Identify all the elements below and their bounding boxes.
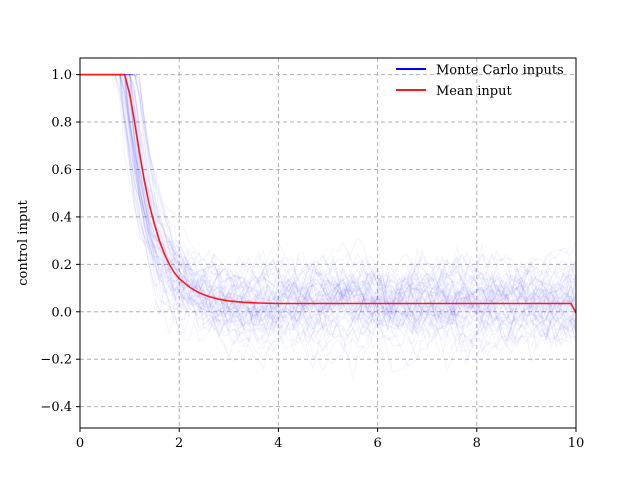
monte-carlo-line [80,74,576,354]
monte-carlo-line [80,74,576,345]
monte-carlo-line [80,74,576,352]
monte-carlo-line [80,74,576,334]
x-tick-label: 2 [175,436,183,451]
grid [80,58,576,428]
monte-carlo-line [80,74,576,339]
y-ticks: 1.0 0.8 0.6 0.4 0.2 0.0 −0.2 −0.4 [40,68,80,415]
monte-carlo-line [80,74,576,327]
x-tick-label: 0 [76,436,84,451]
legend-label-monte-carlo: Monte Carlo inputs [436,63,564,78]
y-tick-label: 0.2 [51,258,72,273]
monte-carlo-line [80,74,576,342]
y-tick-label: 0.0 [51,305,72,320]
legend: Monte Carlo inputs Mean input [396,63,564,99]
monte-carlo-line [80,74,576,340]
monte-carlo-line [80,74,576,336]
monte-carlo-line [80,74,576,354]
y-tick-label: 0.8 [51,116,72,131]
x-tick-label: 4 [274,436,282,451]
x-ticks: 0 2 4 6 8 10 [76,428,584,451]
monte-carlo-line [80,74,576,360]
y-tick-label: 1.0 [51,68,72,83]
monte-carlo-line [80,74,576,317]
monte-carlo-line [80,74,576,352]
monte-carlo-line [80,74,576,339]
y-axis-label: control input [16,199,31,285]
y-tick-label: 0.4 [51,210,72,225]
monte-carlo-line [80,74,576,350]
monte-carlo-line [80,74,576,371]
y-tick-label: 0.6 [51,163,72,178]
monte-carlo-line [80,74,576,321]
monte-carlo-line [80,74,576,360]
monte-carlo-line [80,74,576,338]
monte-carlo-line [80,74,576,354]
monte-carlo-line [80,74,576,321]
monte-carlo-line [80,74,576,349]
monte-carlo-line [80,74,576,380]
monte-carlo-line [80,74,576,331]
monte-carlo-line [80,74,576,327]
monte-carlo-line [80,74,576,339]
monte-carlo-line [80,74,576,362]
legend-label-mean: Mean input [436,84,512,99]
y-tick-label: −0.4 [40,400,72,415]
x-tick-label: 8 [473,436,481,451]
monte-carlo-line [80,74,576,333]
monte-carlo-line [80,74,576,360]
monte-carlo-line [80,74,576,341]
monte-carlo-line [80,74,576,350]
monte-carlo-line [80,74,576,334]
plot-frame [79,57,577,429]
monte-carlo-line [80,74,576,371]
monte-carlo-line [80,74,576,350]
monte-carlo-line [80,74,576,345]
monte-carlo-lines [80,74,576,380]
monte-carlo-line [80,74,576,364]
monte-carlo-line [80,74,576,359]
monte-carlo-line [80,74,576,358]
monte-carlo-line [80,74,576,337]
monte-carlo-line [80,74,576,365]
monte-carlo-line [80,74,576,347]
monte-carlo-line [80,74,576,366]
monte-carlo-line [80,74,576,344]
monte-carlo-line [80,74,576,329]
mean-line-group [80,73,576,314]
x-tick-label: 6 [373,436,381,451]
monte-carlo-line [80,74,576,373]
x-tick-label: 10 [568,436,585,451]
mean-input-line [80,73,576,314]
monte-carlo-line [80,74,576,327]
monte-carlo-line [80,74,576,344]
monte-carlo-line [80,74,576,353]
monte-carlo-line [80,74,576,372]
monte-carlo-line [80,74,576,368]
monte-carlo-line [80,74,576,360]
y-tick-label: −0.2 [40,353,72,368]
